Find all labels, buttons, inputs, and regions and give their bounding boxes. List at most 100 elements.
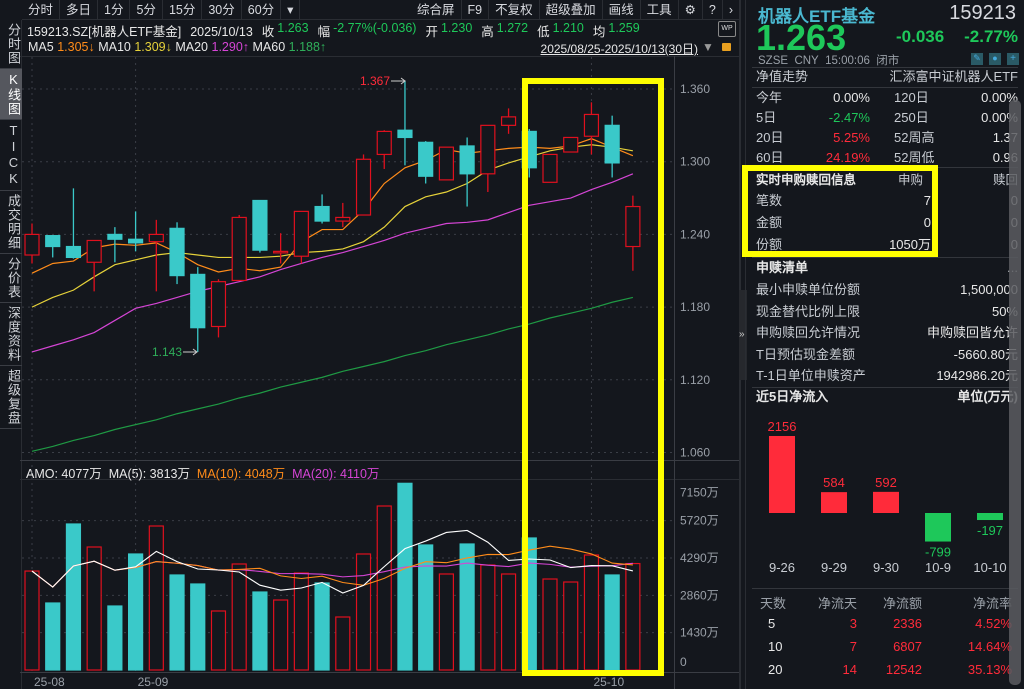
ma-legend: MA5 1.305↓ MA10 1.309↓ MA20 1.290↑ MA60 … (28, 40, 326, 54)
date-axis-label: 25-10 (593, 675, 624, 689)
avg-label: 均 (592, 25, 606, 39)
volume-bar (542, 578, 558, 671)
toolbar-button[interactable]: F9 (462, 0, 490, 20)
date-label: 2025/10/13 (190, 25, 253, 39)
volume-bar (418, 544, 434, 671)
period-tab[interactable]: 5分 (130, 0, 163, 20)
bell-icon[interactable]: ● (989, 53, 1001, 65)
candle-body (24, 233, 40, 256)
view-tab[interactable]: 成交明细 (0, 191, 22, 254)
volume-bar (500, 573, 517, 671)
view-tab[interactable]: TICK (0, 120, 22, 191)
toolbar-button[interactable]: 不复权 (489, 0, 540, 20)
stats-cell: 5 (768, 616, 776, 631)
amo-value: AMO: 4077万 (26, 467, 102, 481)
candle-body (190, 273, 206, 329)
volume-bar (24, 570, 40, 671)
view-tab[interactable]: K线图 (0, 69, 22, 120)
volume-bar (604, 574, 620, 671)
period-tab[interactable]: 1分 (98, 0, 131, 20)
date-range-selector[interactable]: 2025/08/25-2025/10/13(30日) (540, 42, 698, 56)
toolbar-button[interactable]: 工具 (641, 0, 679, 20)
nav-period-value: 0.00% (833, 90, 870, 105)
inflow-value: 592 (875, 475, 897, 490)
ma5-label: MA5 (28, 40, 54, 54)
rt-subscribe-value: 7 (923, 193, 931, 208)
volume-bar (169, 574, 185, 671)
candle-body (418, 141, 434, 177)
view-tab[interactable]: 深度资料 (0, 303, 22, 366)
high-arrow-icon (391, 77, 406, 85)
nav-period-value: 24.19% (825, 150, 870, 165)
panel-scrollbar[interactable] (1009, 100, 1021, 685)
inflow-bar (769, 436, 795, 513)
nav-period-label: 52周低 (894, 150, 935, 165)
change-value: -2.77%(-0.036) (333, 21, 417, 35)
candle-body (231, 216, 247, 282)
period-tab[interactable]: 多日 (60, 0, 99, 20)
candle-body (583, 113, 600, 137)
low-value: 1.210 (552, 21, 584, 35)
last-price: 1.263 (756, 17, 847, 58)
nav-trend-title[interactable]: 净值走势 (756, 69, 809, 84)
high-value: 1.272 (496, 21, 529, 35)
toolbar-button[interactable]: 画线 (603, 0, 641, 20)
nav-period-label: 5日 (756, 110, 777, 125)
close-label: 收 (261, 25, 275, 39)
rt-label: 份额 (756, 237, 783, 252)
currency-label: CNY (794, 55, 819, 67)
stats-cell: 6807 (893, 639, 922, 654)
vol-ma5-value: MA(5): 3813万 (108, 467, 190, 481)
volume-bar (273, 599, 289, 671)
volume-ma5-line (31, 529, 634, 594)
candle-body (625, 205, 641, 248)
view-tab[interactable]: 分价表 (0, 254, 22, 303)
help-icon[interactable]: ? (703, 0, 723, 20)
candle-body (210, 281, 227, 328)
volume-bar (480, 564, 496, 671)
expand-panel-handle[interactable]: » (739, 290, 747, 380)
rt-row: 金额00 (756, 213, 1018, 233)
stats-cell: 7 (849, 639, 857, 654)
date-axis-label: 25-08 (34, 675, 65, 689)
add-icon[interactable]: + (1007, 53, 1019, 65)
volume-tick-label: 2860万 (680, 588, 719, 602)
kline-chart[interactable]: 1.360 1.300 1.240 1.180 1.120 1.060 7150万 5720万… (0, 0, 740, 689)
candle-body (521, 130, 537, 169)
toolbar-button[interactable]: 超级叠加 (540, 0, 603, 20)
nav-period-value: 0.00% (981, 110, 1018, 125)
avg-value: 1.259 (608, 21, 640, 35)
stats-cell: 3 (849, 616, 857, 631)
change-label: 幅 (317, 25, 331, 39)
volume-bar (459, 543, 475, 671)
axis-divider (674, 56, 675, 689)
period-tab[interactable]: 分时 (22, 0, 61, 20)
period-toolbar: 分时 多日 1分 5分 15分 30分 60分 ▾ 综合屏 F9 不复权 超级叠加 画线 工具 ⚙? › (22, 0, 740, 20)
view-tab[interactable]: 超级复盘 (0, 366, 22, 429)
period-tab[interactable]: 30分 (202, 0, 242, 20)
edit-icon[interactable]: ✎ (971, 53, 983, 65)
divider (20, 672, 740, 673)
open-value: 1.230 (440, 21, 473, 35)
toolbar-button[interactable]: 综合屏 (411, 0, 462, 20)
list-value: -5660.80元 (953, 346, 1018, 362)
view-tab[interactable]: 分时图 (0, 20, 22, 69)
candle-body (107, 233, 123, 240)
period-tab[interactable]: 60分 (242, 0, 282, 20)
period-tab[interactable]: 15分 (163, 0, 203, 20)
gear-icon[interactable]: ⚙ (679, 0, 703, 20)
inflow-bar (873, 491, 899, 513)
nav-period-value: 5.25% (833, 130, 870, 145)
volume-bar (65, 523, 82, 671)
lock-icon[interactable] (722, 43, 731, 51)
wp-monitor-icon[interactable]: WP (718, 21, 736, 37)
candle-body (169, 227, 185, 277)
dropdown-triangle-icon[interactable]: ▼ (702, 40, 714, 54)
rt-label: 笔数 (756, 193, 783, 208)
list-label: 现金替代比例上限 (756, 303, 861, 319)
more-periods-dropdown[interactable]: ▾ (281, 0, 301, 20)
fund-code: 159213 (949, 2, 1016, 24)
volume-bar (128, 553, 144, 671)
nav-period-value: 0.00% (981, 90, 1018, 105)
divider (20, 460, 740, 461)
